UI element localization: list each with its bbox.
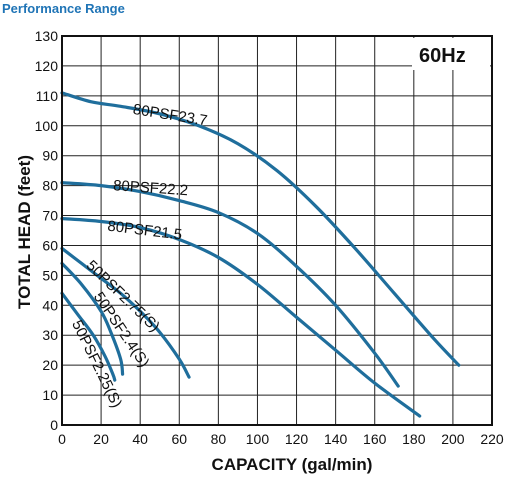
curve-50psf2-75-s: [60, 246, 191, 379]
x-tick-label: 100: [246, 431, 270, 447]
x-axis-label: CAPACITY (gal/min): [212, 455, 373, 474]
x-tick-label: 80: [211, 431, 227, 447]
x-tick-label: 220: [480, 431, 504, 447]
y-tick-label: 90: [42, 148, 58, 164]
x-tick-label: 200: [441, 431, 465, 447]
plot-background: [62, 36, 492, 425]
y-tick-label: 30: [42, 327, 58, 343]
curve-50psf2-25-s: [60, 291, 117, 382]
x-tick-label: 140: [324, 431, 348, 447]
frequency-annotation: 60Hz: [419, 45, 466, 67]
y-tick-label: 120: [35, 58, 59, 74]
x-tick-label: 120: [285, 431, 309, 447]
y-tick-label: 20: [42, 357, 58, 373]
y-tick-label: 0: [50, 417, 58, 433]
tick-labels: 0 20 40 60 80 100 120 140 160 180 200 220 0 10 20 30 40 5…: [35, 28, 504, 447]
y-tick-label: 10: [42, 387, 58, 403]
curve-80psf21-5: [60, 216, 422, 418]
x-tick-label: 60: [171, 431, 187, 447]
frequency-box: [412, 38, 490, 70]
y-tick-label: 110: [36, 88, 59, 104]
y-tick-label: 70: [42, 208, 58, 224]
y-tick-label: 50: [42, 267, 58, 283]
x-tick-label: 0: [58, 431, 66, 447]
x-tick-label: 160: [363, 431, 387, 447]
curve-80psf22-2: [60, 181, 400, 388]
plot-frame: [61, 35, 493, 426]
chart-header: Performance Range: [2, 1, 125, 16]
x-tick-label: 180: [402, 431, 426, 447]
x-tick-label: 20: [93, 431, 109, 447]
curve-50psf2-4-s: [60, 261, 125, 376]
y-axis-label: TOTAL HEAD (feet): [15, 155, 34, 309]
y-tick-label: 60: [42, 237, 58, 253]
label-80psf22-2: 80PSF22.2: [113, 177, 189, 199]
y-tick-label: 100: [35, 118, 59, 134]
x-tick-label: 40: [132, 431, 148, 447]
y-tick-label: 40: [42, 297, 58, 313]
y-tick-label: 80: [42, 178, 58, 194]
performance-curves: [60, 91, 461, 418]
y-tick-label: 130: [35, 28, 59, 44]
curve-80psf23-7: [60, 91, 461, 367]
